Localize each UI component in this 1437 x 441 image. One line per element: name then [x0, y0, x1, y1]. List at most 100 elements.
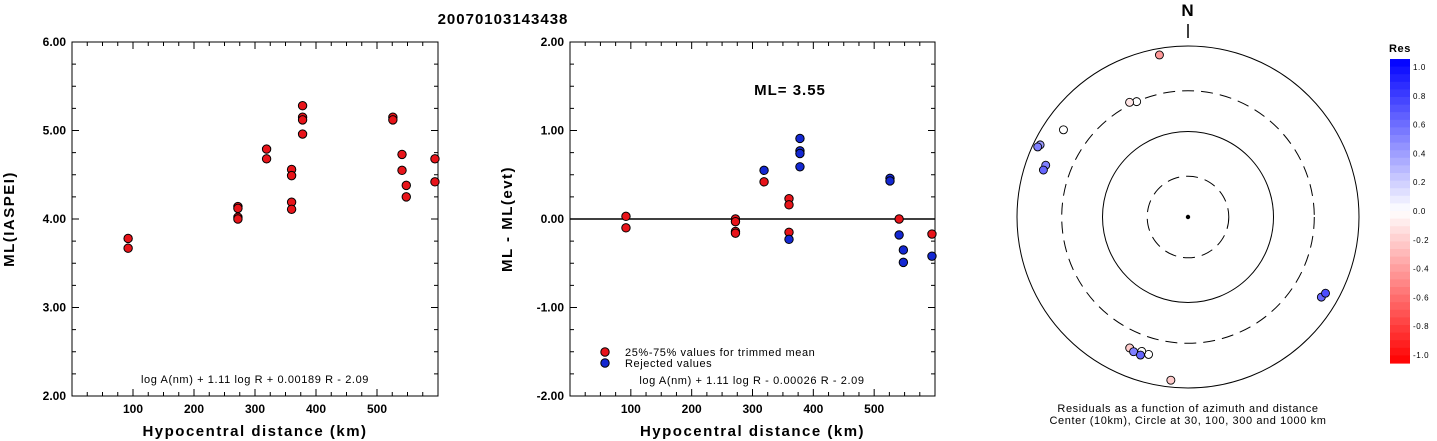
accepted-point — [927, 229, 937, 239]
colorbar-tick-label: -0.6 — [1413, 293, 1429, 302]
ml-residual-panel: 100 200 300 400 500 -2.00 -1.00 0.00 1.00 2.00 Hyp… — [499, 35, 937, 440]
colorbar-tick-label: -1.0 — [1413, 351, 1429, 360]
data-point — [286, 170, 297, 181]
colorbar-tick-label: 0.2 — [1413, 178, 1426, 187]
colorbar-segment — [1390, 249, 1410, 258]
y-tick-label: 1.00 — [541, 124, 565, 138]
distance-ring — [1061, 90, 1315, 344]
x-tick-label: 300 — [742, 402, 762, 416]
colorbar-segment — [1390, 226, 1410, 235]
colorbar-segment — [1390, 332, 1410, 341]
colorbar-segment — [1390, 256, 1410, 265]
colorbar-segment — [1390, 271, 1410, 280]
formula-annotation: log A(nm) + 1.11 log R + 0.00189 R - 2.0… — [141, 374, 369, 386]
data-point — [397, 149, 407, 160]
station-marker — [1154, 50, 1164, 60]
colorbar-segment — [1390, 135, 1410, 144]
legend-label: Rejected values — [625, 358, 712, 370]
colorbar-segment — [1390, 180, 1410, 189]
polar-caption-line1: Residuals as a function of azimuth and d… — [1057, 403, 1318, 415]
colorbar-segment — [1390, 142, 1410, 151]
y-tick-label: 5.00 — [43, 124, 67, 138]
rejected-point — [885, 176, 895, 186]
colorbar-segment — [1390, 203, 1410, 212]
distance-ring — [1102, 131, 1274, 303]
colorbar-segment — [1390, 59, 1410, 68]
x-tick-label: 300 — [245, 402, 265, 416]
accepted-point — [621, 211, 631, 222]
colorbar-segment — [1390, 66, 1410, 75]
rejected-point — [894, 230, 904, 240]
data-point — [286, 204, 297, 214]
page-title: 20070103143438 — [438, 11, 569, 28]
colorbar-tick-label: -0.8 — [1413, 322, 1429, 331]
colorbar-segment — [1390, 294, 1410, 303]
colorbar-segment — [1390, 302, 1410, 311]
data-point — [233, 214, 243, 224]
colorbar-segment — [1390, 317, 1410, 326]
colorbar-segment — [1390, 195, 1410, 204]
colorbar-segment — [1390, 81, 1410, 90]
colorbar-segment — [1390, 218, 1410, 227]
data-point — [297, 101, 308, 111]
x-tick-label: 200 — [184, 402, 204, 416]
y-tick-label: 6.00 — [43, 35, 67, 49]
y-tick-label: 2.00 — [541, 35, 565, 49]
data-point — [430, 154, 440, 164]
ml-value-label: ML= 3.55 — [754, 82, 826, 99]
legend-marker — [600, 358, 610, 368]
colorbar-segment — [1390, 150, 1410, 159]
colorbar-segment — [1390, 112, 1410, 121]
colorbar-segment — [1390, 97, 1410, 106]
accepted-point — [730, 216, 741, 227]
colorbar-segment — [1390, 165, 1410, 174]
rejected-point — [795, 162, 805, 172]
colorbar-segment — [1390, 173, 1410, 182]
colorbar-segment — [1390, 347, 1410, 356]
colorbar-segment — [1390, 309, 1410, 318]
data-point — [297, 115, 308, 125]
colorbar-segment — [1390, 157, 1410, 166]
colorbar-title: Res — [1389, 43, 1411, 55]
distance-ring — [1146, 175, 1230, 259]
colorbar-segment — [1390, 241, 1410, 250]
epicenter-marker — [1185, 214, 1191, 220]
y-tick-label: -1.00 — [537, 301, 565, 315]
rejected-point — [759, 165, 769, 176]
colorbar-segment — [1390, 340, 1410, 349]
polar-caption-line2: Center (10km), Circle at 30, 100, 300 an… — [1049, 415, 1326, 427]
data-point — [123, 233, 133, 244]
colorbar-segment — [1390, 279, 1410, 288]
rejected-point — [784, 234, 794, 245]
data-point — [233, 203, 243, 214]
colorbar-segment — [1390, 104, 1410, 113]
x-tick-label: 400 — [803, 402, 823, 416]
data-point — [401, 180, 411, 191]
y-tick-label: -2.00 — [537, 389, 565, 403]
colorbar-segment — [1390, 264, 1410, 273]
station-marker — [1038, 165, 1048, 175]
x-tick-label: 500 — [367, 402, 387, 416]
data-point — [397, 165, 407, 176]
station-marker — [1033, 142, 1043, 152]
x-axis-label: Hypocentral distance (km) — [640, 423, 865, 440]
accepted-point — [759, 177, 769, 187]
formula-annotation: log A(nm) + 1.11 log R - 0.00026 R - 2.0… — [639, 375, 864, 387]
rejected-point — [795, 148, 805, 159]
data-point — [401, 192, 411, 202]
y-axis-label: ML - ML(evt) — [499, 166, 516, 272]
y-tick-label: 2.00 — [43, 389, 67, 403]
colorbar-tick-label: 1.0 — [1413, 63, 1426, 72]
data-point — [261, 144, 272, 154]
colorbar-tick-label: -0.2 — [1413, 236, 1429, 245]
rejected-point — [898, 257, 909, 268]
rejected-point — [898, 245, 909, 255]
data-point — [430, 177, 440, 187]
y-tick-label: 0.00 — [541, 212, 565, 226]
accepted-point — [621, 223, 631, 233]
legend-label: 25%-75% values for trimmed mean — [625, 347, 815, 359]
x-tick-label: 100 — [621, 402, 641, 416]
data-point — [261, 154, 272, 164]
station-marker — [1166, 375, 1176, 385]
